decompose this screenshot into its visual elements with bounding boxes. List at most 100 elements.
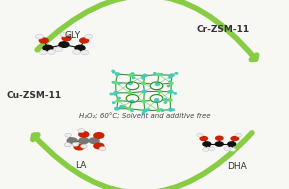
Circle shape — [168, 99, 172, 101]
Circle shape — [81, 50, 88, 55]
Circle shape — [55, 47, 63, 52]
Circle shape — [161, 110, 164, 111]
Circle shape — [127, 108, 131, 110]
Circle shape — [132, 77, 135, 78]
Circle shape — [158, 90, 162, 93]
Circle shape — [78, 137, 90, 144]
Circle shape — [116, 73, 120, 75]
Circle shape — [128, 92, 131, 94]
Text: Cu-ZSM-11: Cu-ZSM-11 — [6, 91, 62, 100]
Circle shape — [93, 132, 105, 139]
Circle shape — [168, 91, 170, 92]
Circle shape — [128, 82, 132, 84]
Circle shape — [164, 98, 166, 100]
Circle shape — [169, 81, 171, 82]
Circle shape — [61, 35, 72, 41]
Circle shape — [118, 97, 120, 99]
Circle shape — [121, 106, 123, 108]
Circle shape — [110, 93, 112, 95]
Circle shape — [202, 141, 212, 147]
Circle shape — [115, 108, 119, 110]
Circle shape — [93, 143, 105, 149]
Circle shape — [66, 137, 78, 144]
Circle shape — [131, 73, 134, 74]
Circle shape — [120, 105, 123, 107]
Text: DHA: DHA — [227, 162, 247, 171]
Circle shape — [116, 100, 120, 102]
Circle shape — [126, 94, 139, 102]
Circle shape — [230, 148, 236, 151]
Circle shape — [157, 109, 160, 112]
Circle shape — [155, 99, 159, 101]
Circle shape — [199, 136, 208, 141]
Circle shape — [39, 50, 47, 55]
Circle shape — [170, 109, 172, 111]
Circle shape — [150, 82, 163, 90]
Circle shape — [208, 147, 215, 151]
Circle shape — [114, 94, 116, 95]
Circle shape — [72, 142, 79, 146]
Circle shape — [142, 90, 146, 93]
Circle shape — [42, 45, 54, 52]
Text: H₂O₂; 60°C; Solvent and additive free: H₂O₂; 60°C; Solvent and additive free — [79, 113, 210, 119]
Circle shape — [147, 109, 150, 110]
Circle shape — [142, 76, 144, 77]
Circle shape — [142, 77, 144, 79]
Circle shape — [157, 74, 160, 76]
Circle shape — [36, 34, 43, 39]
Circle shape — [168, 108, 173, 111]
Text: Cr-ZSM-11: Cr-ZSM-11 — [196, 25, 249, 34]
Circle shape — [142, 112, 144, 114]
Circle shape — [114, 92, 118, 94]
Circle shape — [73, 50, 80, 54]
Circle shape — [112, 82, 114, 83]
Circle shape — [126, 82, 139, 90]
Circle shape — [113, 102, 115, 103]
Circle shape — [164, 102, 166, 103]
Circle shape — [88, 137, 100, 144]
Circle shape — [48, 50, 55, 54]
Circle shape — [224, 147, 230, 151]
Circle shape — [58, 41, 70, 48]
Text: LA: LA — [75, 161, 87, 170]
Circle shape — [169, 77, 171, 78]
Circle shape — [172, 109, 175, 110]
Circle shape — [64, 143, 71, 147]
Circle shape — [203, 148, 209, 151]
Circle shape — [78, 131, 90, 138]
Circle shape — [154, 73, 156, 74]
Circle shape — [60, 32, 68, 37]
Text: GLY: GLY — [64, 31, 81, 40]
Circle shape — [215, 136, 224, 141]
Circle shape — [112, 70, 114, 72]
Circle shape — [150, 94, 163, 102]
Circle shape — [197, 133, 203, 137]
Circle shape — [80, 144, 87, 148]
Circle shape — [78, 129, 85, 133]
Circle shape — [85, 34, 92, 39]
Circle shape — [227, 141, 236, 147]
Circle shape — [175, 73, 177, 74]
Circle shape — [169, 82, 173, 84]
Circle shape — [160, 109, 162, 110]
Circle shape — [74, 45, 86, 52]
Circle shape — [143, 74, 147, 77]
Circle shape — [113, 71, 115, 73]
Circle shape — [230, 136, 239, 141]
Circle shape — [142, 100, 145, 102]
Circle shape — [123, 106, 125, 107]
Circle shape — [118, 83, 120, 84]
Circle shape — [170, 74, 174, 77]
Circle shape — [39, 37, 49, 44]
Circle shape — [167, 85, 170, 87]
Circle shape — [142, 82, 145, 84]
Circle shape — [215, 141, 224, 147]
Circle shape — [73, 143, 85, 150]
Circle shape — [236, 133, 242, 137]
Circle shape — [129, 74, 132, 76]
Circle shape — [99, 146, 106, 151]
Circle shape — [131, 110, 133, 111]
Circle shape — [79, 37, 89, 44]
Circle shape — [65, 133, 72, 137]
Circle shape — [174, 93, 176, 94]
